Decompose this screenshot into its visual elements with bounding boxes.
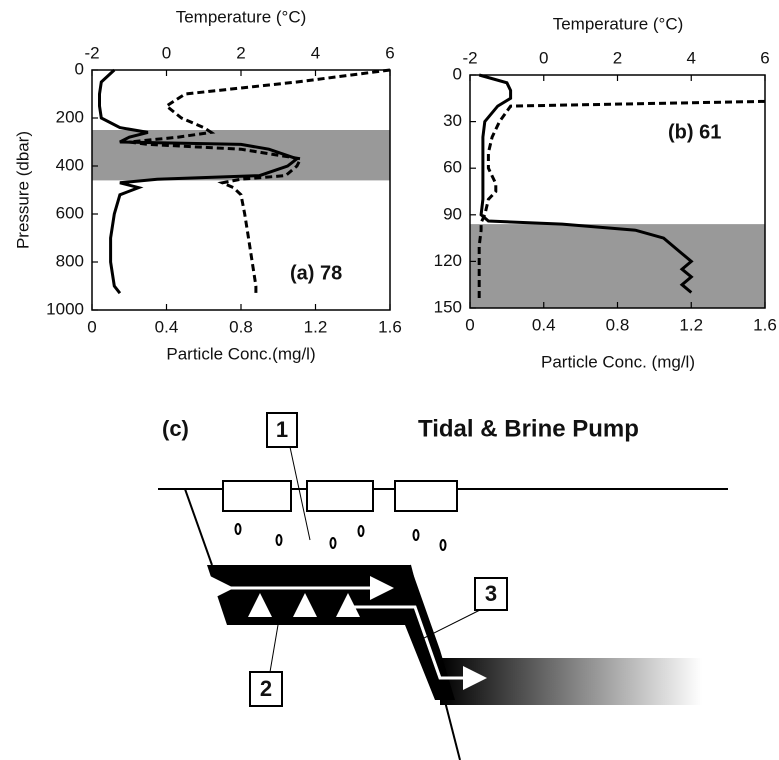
ice — [306, 480, 374, 512]
shade-band — [92, 130, 390, 181]
x2-tick-label: 2 — [613, 48, 622, 67]
x2-axis-title: Temperature (°C) — [176, 7, 307, 26]
ice — [222, 480, 292, 512]
label: 3 — [485, 581, 497, 606]
diagram-title: Tidal & Brine Pump — [418, 415, 639, 442]
y-tick-label: 200 — [56, 107, 84, 126]
x2-tick-label: 4 — [311, 43, 320, 62]
x-axis-title: Particle Conc. (mg/l) — [541, 352, 695, 371]
y-tick-label: 0 — [75, 59, 84, 78]
y-tick-label: 60 — [443, 158, 462, 177]
y-tick-label: 0 — [453, 64, 462, 83]
label: 1 — [276, 417, 288, 442]
x-tick-label: 1.2 — [679, 315, 703, 334]
x-tick-label: 0 — [465, 315, 474, 334]
brine-drops — [234, 523, 447, 551]
x-tick-label: 1.2 — [304, 317, 328, 336]
x2-tick-label: -2 — [84, 43, 99, 62]
x2-tick-label: 6 — [385, 43, 394, 62]
y-tick-label: 1000 — [46, 299, 84, 318]
y-tick-label: 400 — [56, 155, 84, 174]
leader — [269, 624, 279, 673]
flow-arrows — [210, 576, 487, 690]
x-tick-label: 1.6 — [378, 317, 402, 336]
label-box — [249, 671, 283, 707]
profile-line — [129, 68, 391, 294]
x-tick-label: 0.8 — [229, 317, 253, 336]
x2-tick-label: -2 — [462, 48, 477, 67]
y-axis-title: Pressure (dbar) — [13, 131, 32, 249]
x-tick-label: 0.4 — [155, 317, 179, 336]
ice — [394, 480, 458, 512]
leader — [419, 609, 481, 641]
x-axis-title: Particle Conc.(mg/l) — [166, 344, 315, 363]
profile-line — [98, 68, 301, 295]
plume — [440, 658, 702, 705]
y-tick-label: 150 — [434, 297, 462, 316]
annotation: (a) 78 — [290, 262, 342, 284]
y-tick-label: 90 — [443, 204, 462, 223]
x2-tick-label: 2 — [236, 43, 245, 62]
label: 2 — [260, 676, 272, 701]
x-tick-label: 0 — [87, 317, 96, 336]
plot-frame — [91, 69, 391, 311]
y-tick-label: 800 — [56, 251, 84, 270]
x-tick-label: 0.8 — [606, 315, 630, 334]
profile-line — [477, 99, 766, 301]
annotation: (b) 61 — [668, 121, 721, 143]
x2-tick-label: 0 — [539, 48, 548, 67]
profile-line — [478, 73, 694, 294]
y-tick-label: 120 — [434, 251, 462, 270]
bottom-layer — [207, 565, 455, 700]
panel-label: (c) — [162, 416, 189, 441]
x2-axis-title: Temperature (°C) — [553, 14, 684, 33]
x2-tick-label: 6 — [760, 48, 769, 67]
leader — [289, 446, 311, 541]
x2-tick-label: 4 — [687, 48, 696, 67]
x-tick-label: 0.4 — [532, 315, 556, 334]
x2-tick-label: 0 — [162, 43, 171, 62]
label-box — [266, 412, 298, 448]
y-tick-label: 600 — [56, 203, 84, 222]
y-tick-label: 30 — [443, 111, 462, 130]
label-box — [474, 577, 508, 611]
shade-band — [470, 224, 765, 308]
x-tick-label: 1.6 — [753, 315, 777, 334]
shelf — [184, 488, 213, 566]
diagram: (c) Tidal & Brine Pump 1 2 3 — [158, 412, 728, 760]
